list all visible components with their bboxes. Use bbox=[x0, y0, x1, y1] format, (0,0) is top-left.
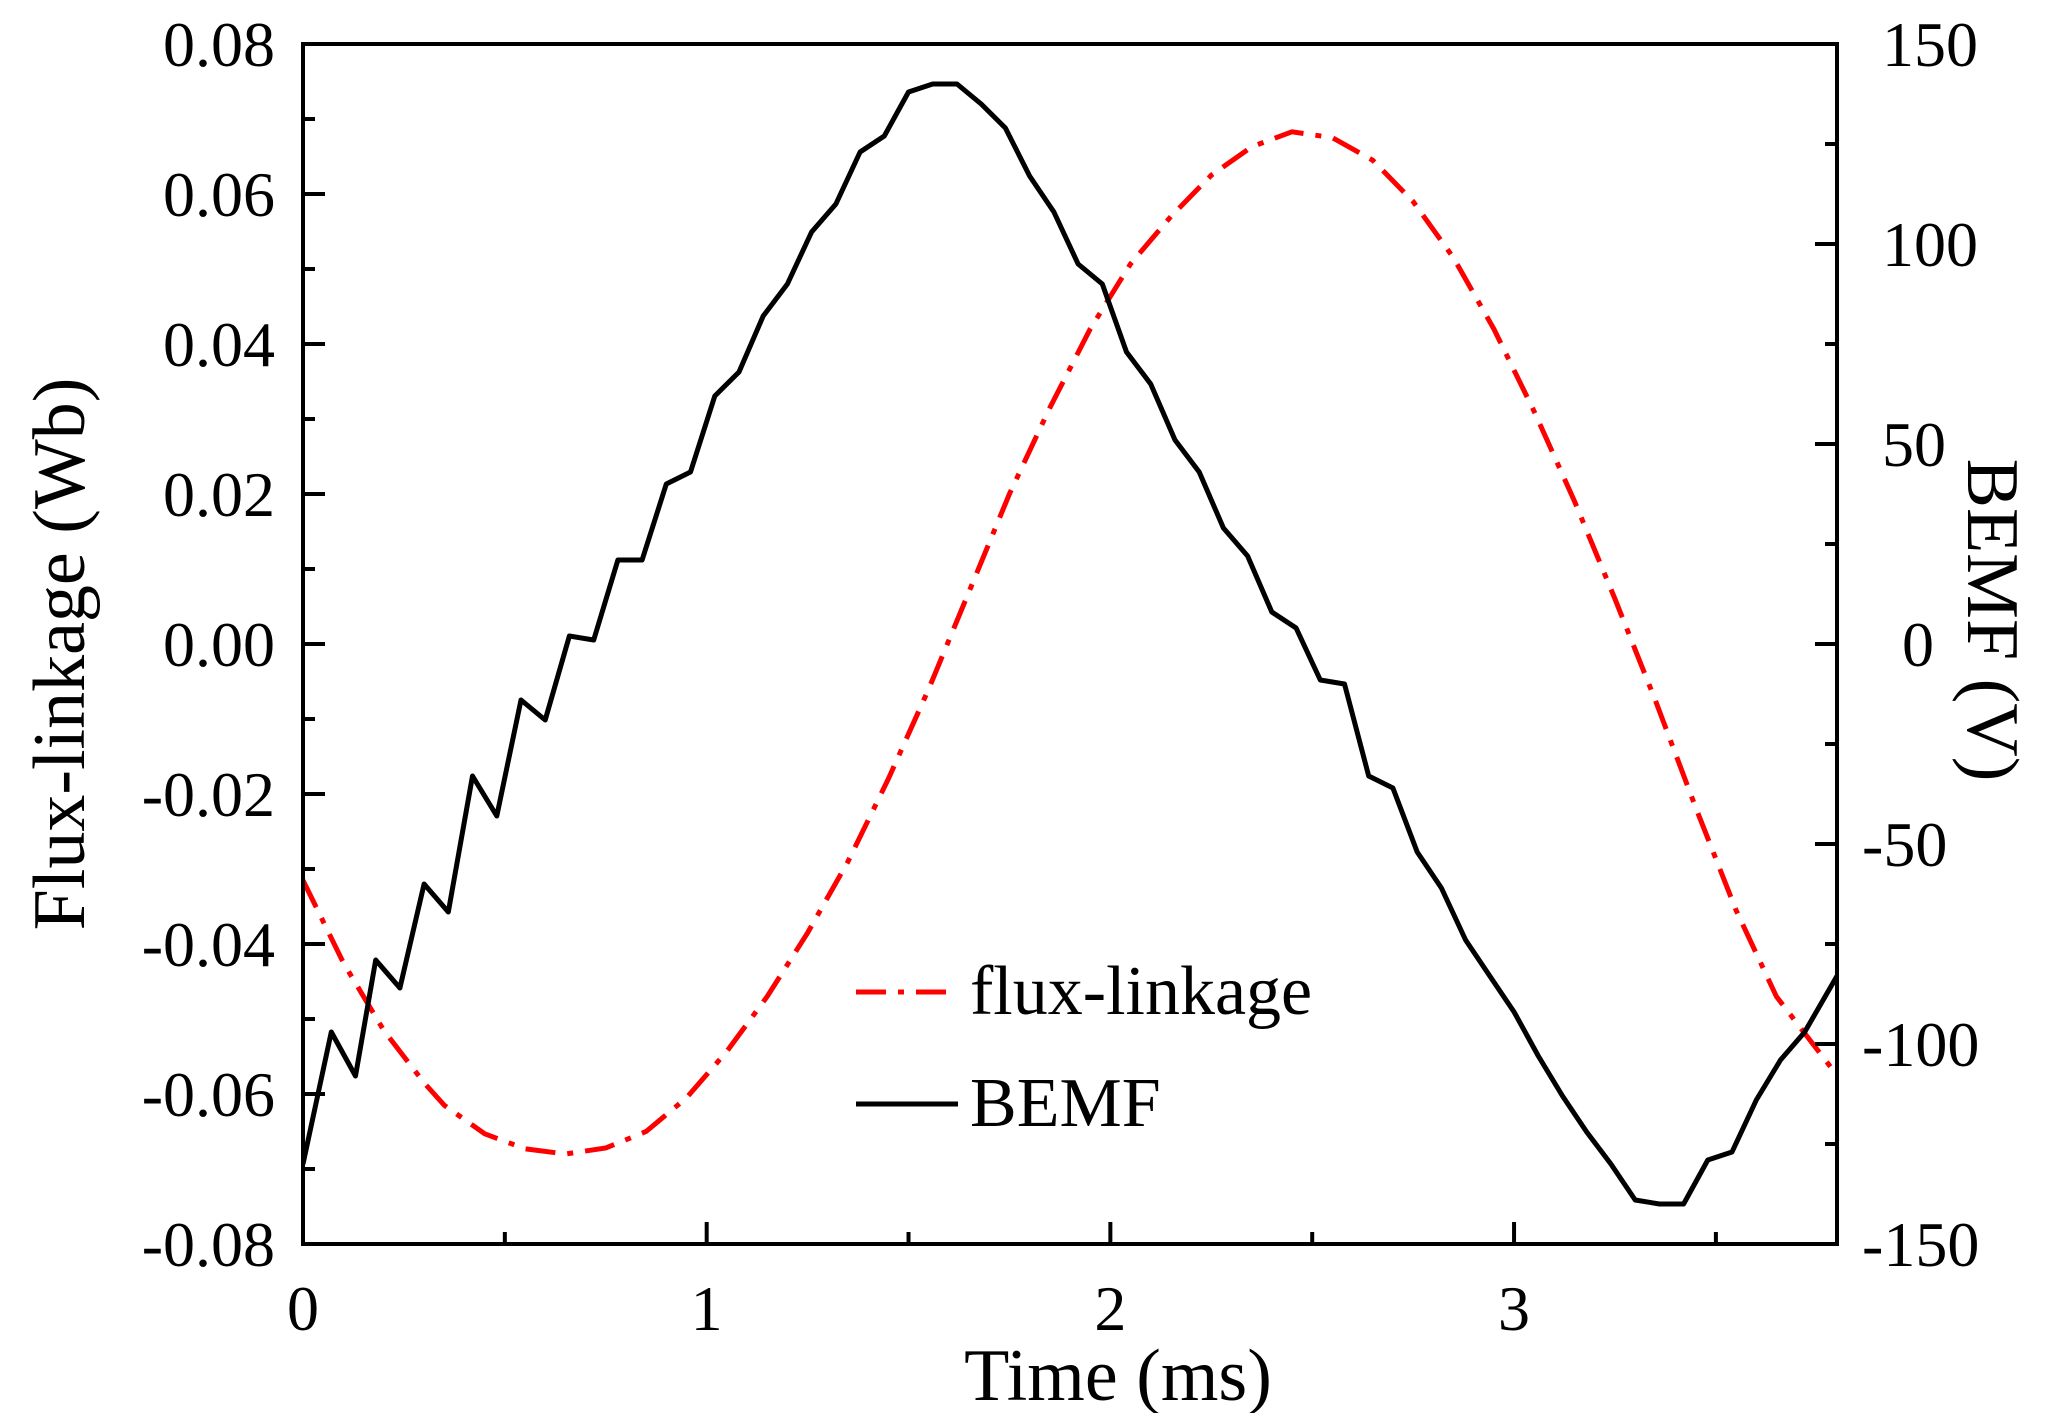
legend-label-flux-linkage: flux-linkage bbox=[970, 953, 1312, 1030]
y-right-tick-label: -150 bbox=[1862, 1209, 1979, 1280]
y-right-tick-label: 150 bbox=[1882, 9, 1978, 80]
y-left-tick-label: -0.02 bbox=[142, 759, 275, 830]
y-left-tick-label: -0.04 bbox=[142, 909, 275, 980]
x-axis-title: Time (ms) bbox=[964, 1335, 1272, 1413]
plot-frame bbox=[301, 42, 1839, 1246]
y-left-tick-label: 0.04 bbox=[163, 309, 275, 380]
x-tick-label: 0 bbox=[287, 1273, 319, 1344]
y-right-tick-label: -100 bbox=[1862, 1009, 1979, 1080]
x-tick-label: 2 bbox=[1094, 1273, 1126, 1344]
x-axis-tick-labels: 0 1 2 3 bbox=[287, 1273, 1530, 1344]
y-left-tick-label: -0.06 bbox=[142, 1059, 275, 1130]
y-right-tick-label: -50 bbox=[1862, 809, 1947, 880]
legend-label-bemf: BEMF bbox=[970, 1065, 1161, 1142]
x-tick-label: 1 bbox=[691, 1273, 723, 1344]
left-y-axis-title: Flux-linkage (Wb) bbox=[19, 378, 101, 931]
right-y-axis-ticks bbox=[1815, 42, 1837, 1246]
x-tick-label: 3 bbox=[1498, 1273, 1530, 1344]
y-left-tick-label: -0.08 bbox=[142, 1209, 275, 1280]
right-y-axis-tick-labels: -150 -100 -50 0 50 100 150 bbox=[1862, 9, 1979, 1280]
y-left-tick-label: 0.00 bbox=[163, 609, 275, 680]
y-left-tick-label: 0.06 bbox=[163, 159, 275, 230]
legend: flux-linkage BEMF bbox=[856, 953, 1312, 1142]
y-right-tick-label: 50 bbox=[1882, 409, 1946, 480]
left-y-axis-ticks bbox=[303, 42, 325, 1246]
x-axis-ticks bbox=[301, 1222, 1718, 1244]
right-y-axis-title: BEMF (V) bbox=[1951, 459, 2033, 782]
y-left-tick-label: 0.08 bbox=[163, 9, 275, 80]
bemf-line bbox=[303, 81, 1837, 1207]
y-right-tick-label: 0 bbox=[1902, 609, 1934, 680]
y-left-tick-label: 0.02 bbox=[163, 459, 275, 530]
left-y-axis-tick-labels: -0.08 -0.06 -0.04 -0.02 0.00 0.02 0.04 0… bbox=[142, 9, 275, 1280]
y-right-tick-label: 100 bbox=[1882, 209, 1978, 280]
flux-linkage-line bbox=[303, 129, 1837, 1157]
